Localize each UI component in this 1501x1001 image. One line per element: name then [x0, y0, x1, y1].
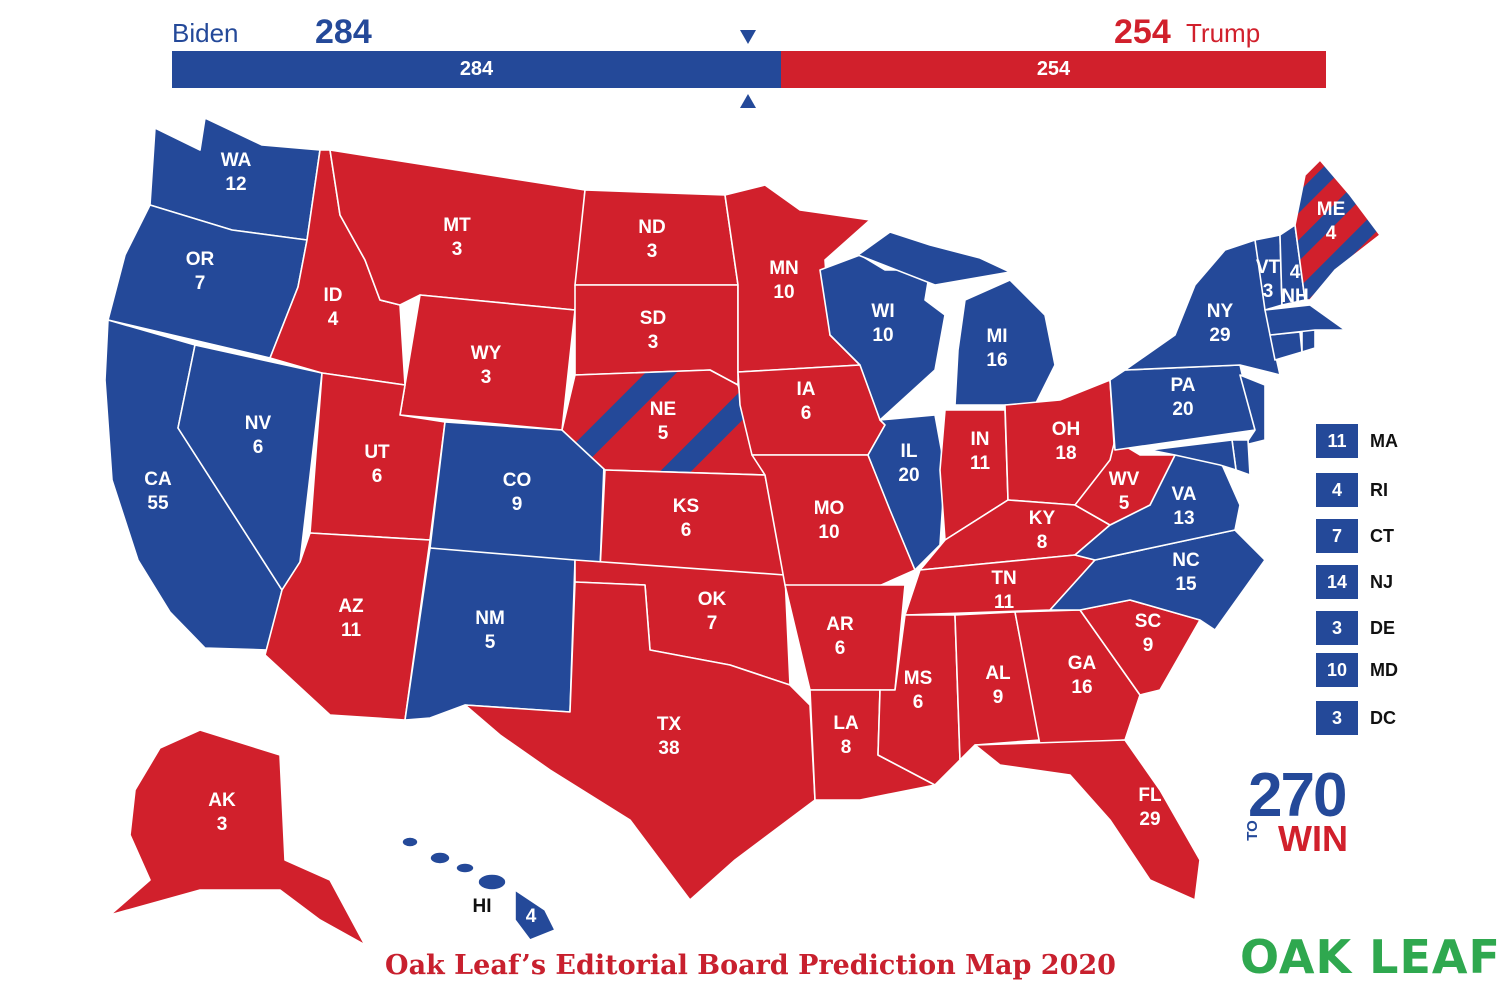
threshold-marker-top-icon: [740, 30, 756, 44]
state-ME[interactable]: [1294, 159, 1381, 301]
state-MD[interactable]: [1149, 439, 1237, 471]
state-SD[interactable]: [574, 284, 739, 386]
map-caption: Oak Leaf’s Editorial Board Prediction Ma…: [385, 950, 1116, 981]
ne-abbr: DE: [1370, 617, 1396, 638]
ne-legend-row[interactable]: 7 CT: [1316, 519, 1394, 553]
state-WI[interactable]: [819, 254, 946, 421]
state-WY[interactable]: [399, 294, 576, 431]
ne-ev-box: 7: [1316, 519, 1358, 553]
ne-ev-box: 4: [1316, 473, 1358, 507]
ne-legend-row[interactable]: 11 MA: [1316, 424, 1398, 458]
state-AZ[interactable]: [264, 532, 431, 721]
ne-abbr: RI: [1370, 479, 1388, 500]
rep-progress-bar: 254: [781, 51, 1326, 88]
ne-abbr: MD: [1370, 659, 1398, 680]
ne-legend-row[interactable]: 14 NJ: [1316, 565, 1393, 599]
state-HI[interactable]: [401, 836, 556, 941]
ne-legend-row[interactable]: 10 MD: [1316, 653, 1398, 687]
state-AL[interactable]: [954, 611, 1041, 761]
state-KS[interactable]: [599, 469, 786, 576]
ne-ev-box: 3: [1316, 701, 1358, 735]
dem-progress-bar: 284: [172, 51, 781, 88]
ne-legend-row[interactable]: 4 RI: [1316, 473, 1388, 507]
dem-bar-label: 284: [459, 58, 494, 80]
ne-abbr: CT: [1370, 525, 1394, 546]
state-NE[interactable]: [561, 369, 766, 476]
state-TX[interactable]: [464, 581, 816, 901]
state-MA[interactable]: [1264, 304, 1346, 336]
logo-270towin-to: TO: [1243, 820, 1261, 841]
rep-candidate-name: Trump: [1186, 18, 1261, 48]
rep-bar-label: 254: [1036, 58, 1071, 80]
state-IA[interactable]: [737, 364, 886, 456]
threshold-marker-bottom-icon: [740, 94, 756, 108]
ne-ev-box: 14: [1316, 565, 1358, 599]
state-AR[interactable]: [784, 584, 906, 691]
rep-electoral-votes: 254: [1114, 13, 1171, 51]
ne-ev-box: 3: [1316, 611, 1358, 645]
logo-oak-leaf: OAK LEAF: [1240, 930, 1501, 984]
state-NY[interactable]: [1124, 239, 1281, 376]
state-NM[interactable]: [404, 547, 576, 721]
ne-legend-row[interactable]: 3 DE: [1316, 611, 1395, 645]
ne-abbr: NJ: [1370, 571, 1394, 592]
ne-abbr: MA: [1370, 430, 1398, 451]
dem-candidate-name: Biden: [172, 18, 239, 48]
logo-270towin-win: WIN: [1278, 818, 1348, 859]
ne-abbr: DC: [1370, 707, 1396, 728]
state-PA[interactable]: [1109, 364, 1256, 451]
state-NJ[interactable]: [1239, 374, 1266, 446]
ne-ev-box: 10: [1316, 653, 1358, 687]
dem-electoral-votes: 284: [315, 13, 372, 51]
state-CT[interactable]: [1269, 331, 1303, 361]
ne-legend-row[interactable]: 3 DC: [1316, 701, 1396, 735]
state-ND[interactable]: [574, 189, 739, 286]
ne-ev-box: 11: [1316, 424, 1358, 458]
state-AK[interactable]: [109, 729, 366, 946]
logo-270towin-number: 270: [1248, 761, 1347, 830]
state-MI[interactable]: [954, 279, 1056, 406]
state-RI[interactable]: [1301, 329, 1316, 353]
state-MI-upper[interactable]: [857, 231, 1011, 286]
state-IL[interactable]: [867, 414, 946, 571]
state-FL[interactable]: [974, 739, 1201, 901]
